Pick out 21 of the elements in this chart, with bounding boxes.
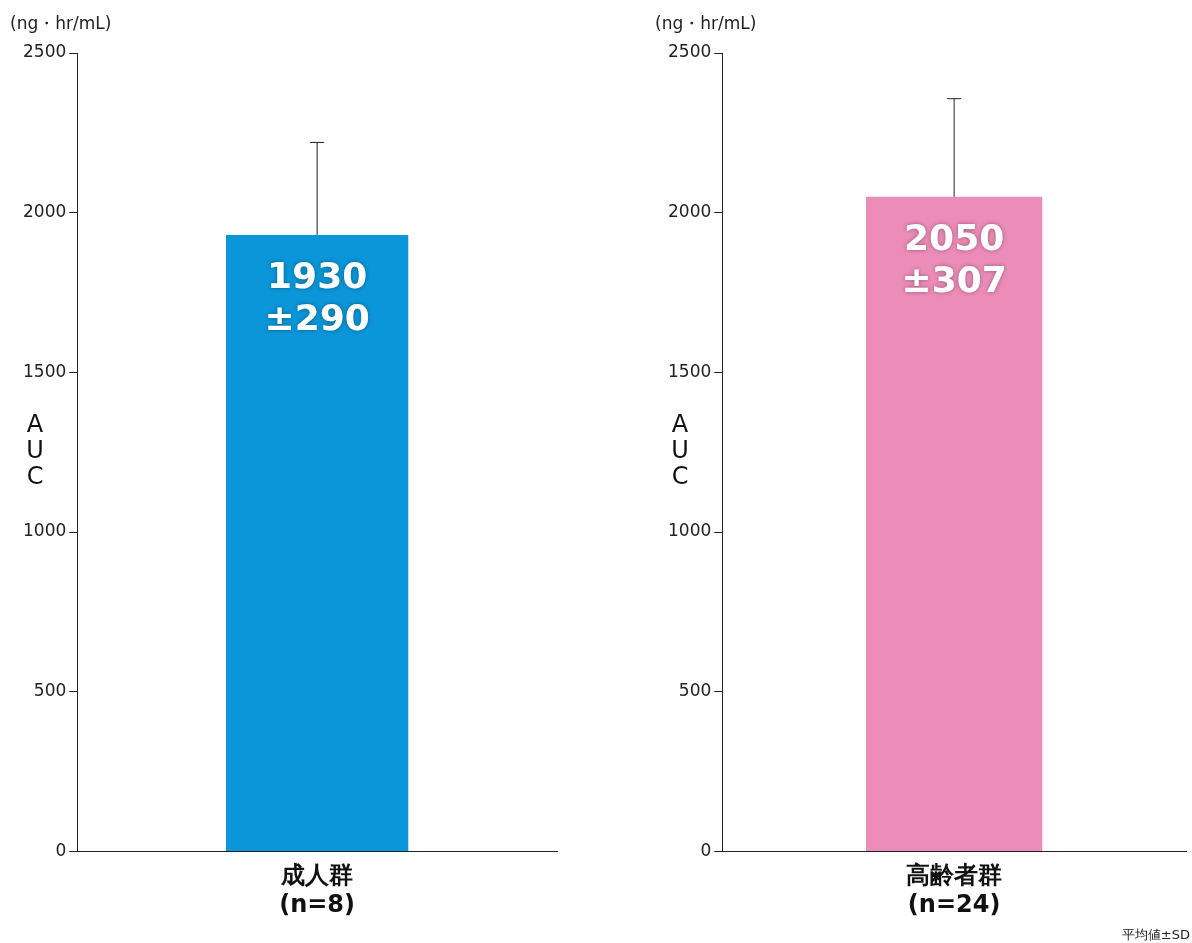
y-tick-label: 1500 (23, 360, 67, 381)
data-label: 1930 ±290 (264, 255, 370, 339)
y-tick-label: 2000 (23, 201, 67, 222)
text: (ng・hr/mL) (655, 12, 757, 35)
data-label: 2050 ±307 (901, 217, 1007, 301)
y-axis-title: AUC (26, 410, 44, 491)
y-tick-label: 500 (678, 680, 712, 701)
y-tick-label: 1000 (23, 520, 67, 541)
y-tick-label: 1000 (668, 520, 712, 541)
y-axis-title: AUC (671, 410, 689, 491)
y-tick-label: 2500 (668, 41, 712, 62)
y-tick-label: 500 (33, 680, 67, 701)
y-tick-label: 0 (55, 839, 67, 860)
text: 平均値±SD (1121, 926, 1190, 943)
y-tick-label: 1500 (668, 360, 712, 381)
x-tick-label: 高齢者群 (n=24) (906, 861, 1003, 918)
text: (ng・hr/mL) (10, 12, 112, 35)
x-tick-label: 成人群 (n=8) (279, 861, 356, 918)
y-tick-label: 0 (700, 839, 712, 860)
y-tick-label: 2500 (23, 41, 67, 62)
y-tick-label: 2000 (668, 201, 712, 222)
